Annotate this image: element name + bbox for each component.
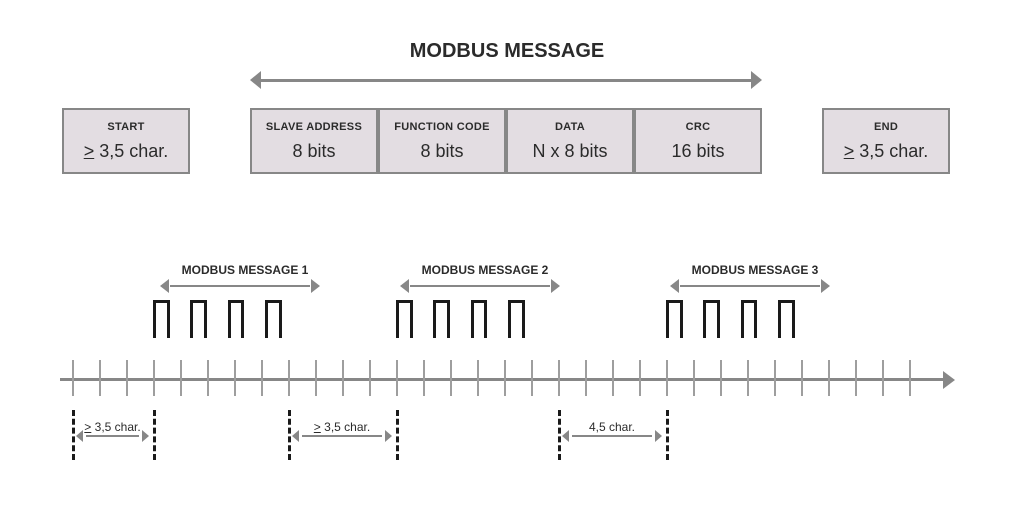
timeline-tick	[72, 360, 74, 396]
timeline-tick	[153, 360, 155, 396]
gap-label: 4,5 char.	[558, 420, 666, 434]
timeline-tick	[477, 360, 479, 396]
box-bot-label: 16 bits	[671, 141, 724, 162]
timeline-tick	[882, 360, 884, 396]
modbus-message-title: MODBUS MESSAGE	[397, 40, 617, 63]
slave-box: SLAVE ADDRESS 8 bits	[250, 108, 378, 174]
box-bot-label: 8 bits	[420, 141, 463, 162]
end-box: END > 3,5 char.	[822, 108, 950, 174]
timeline-tick	[261, 360, 263, 396]
gap-dash	[396, 410, 399, 460]
timeline-tick	[315, 360, 317, 396]
pulse	[265, 300, 282, 338]
box-bot-label: 8 bits	[292, 141, 335, 162]
box-top-label: CRC	[686, 121, 711, 133]
timeline-tick	[801, 360, 803, 396]
box-top-label: FUNCTION CODE	[394, 121, 490, 133]
timeline-tick	[234, 360, 236, 396]
timeline-tick	[531, 360, 533, 396]
timeline-axis	[60, 378, 945, 381]
gap-dash	[153, 410, 156, 460]
pulse	[471, 300, 488, 338]
timeline-tick	[207, 360, 209, 396]
timeline-tick	[747, 360, 749, 396]
timeline-tick	[909, 360, 911, 396]
crc-box: CRC 16 bits	[634, 108, 762, 174]
timeline-tick	[666, 360, 668, 396]
timeline-tick	[558, 360, 560, 396]
start-box: START > 3,5 char.	[62, 108, 190, 174]
pulse	[508, 300, 525, 338]
timeline-tick	[504, 360, 506, 396]
timeline-tick	[639, 360, 641, 396]
timeline-tick	[774, 360, 776, 396]
gap-dash	[72, 410, 75, 460]
box-top-label: START	[107, 121, 144, 133]
box-bot-label: > 3,5 char.	[844, 141, 929, 162]
box-bot-label: > 3,5 char.	[84, 141, 169, 162]
pulse	[666, 300, 683, 338]
pulse	[396, 300, 413, 338]
message-label: MODBUS MESSAGE 1	[160, 263, 330, 277]
gap-dash	[666, 410, 669, 460]
message-label: MODBUS MESSAGE 2	[400, 263, 570, 277]
timeline-tick	[342, 360, 344, 396]
timeline-tick	[396, 360, 398, 396]
func-box: FUNCTION CODE 8 bits	[378, 108, 506, 174]
timeline-tick	[180, 360, 182, 396]
timeline-tick	[585, 360, 587, 396]
timeline-tick	[99, 360, 101, 396]
pulse	[228, 300, 245, 338]
timeline-tick	[369, 360, 371, 396]
pulse	[153, 300, 170, 338]
timeline-tick	[450, 360, 452, 396]
box-top-label: END	[874, 121, 898, 133]
box-bot-label: N x 8 bits	[532, 141, 607, 162]
timeline-tick	[855, 360, 857, 396]
box-top-label: DATA	[555, 121, 585, 133]
gap-label: > 3,5 char.	[288, 420, 396, 434]
pulse	[703, 300, 720, 338]
timeline-tick	[720, 360, 722, 396]
box-top-label: SLAVE ADDRESS	[266, 121, 362, 133]
message-label: MODBUS MESSAGE 3	[670, 263, 840, 277]
pulse	[778, 300, 795, 338]
timeline-tick	[828, 360, 830, 396]
gap-dash	[288, 410, 291, 460]
gap-dash	[558, 410, 561, 460]
timeline-tick	[126, 360, 128, 396]
pulse	[433, 300, 450, 338]
timeline-tick	[288, 360, 290, 396]
gap-label: > 3,5 char.	[72, 420, 153, 434]
timeline-tick	[423, 360, 425, 396]
pulse	[741, 300, 758, 338]
timeline-arrowhead	[943, 371, 955, 389]
timeline-tick	[612, 360, 614, 396]
data-box: DATA N x 8 bits	[506, 108, 634, 174]
pulse	[190, 300, 207, 338]
timeline-tick	[693, 360, 695, 396]
